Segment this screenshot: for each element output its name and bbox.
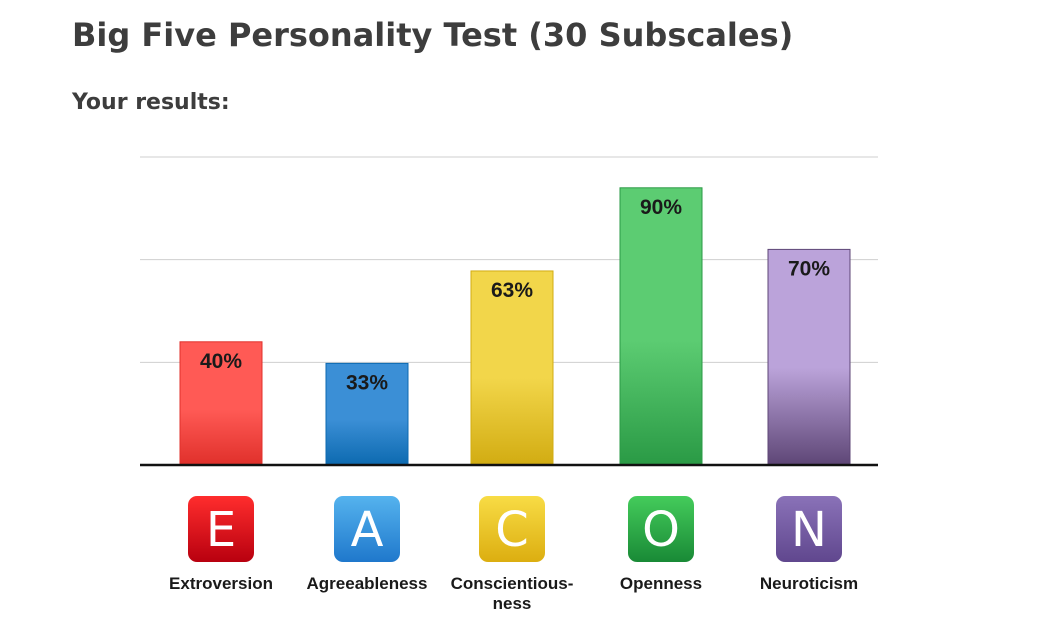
trait-c-icon: C <box>479 496 545 562</box>
value-label: 40% <box>200 350 242 373</box>
trait-letter: O <box>642 502 680 558</box>
category-label: Agreeableness <box>307 574 428 593</box>
trait-o-icon: O <box>628 496 694 562</box>
value-label: 33% <box>346 371 388 394</box>
trait-n-icon: N <box>776 496 842 562</box>
trait-letter: N <box>791 502 827 558</box>
category-label: Conscientious- <box>451 574 574 593</box>
category-label: ness <box>493 594 532 613</box>
bar-o <box>619 187 703 466</box>
page-title: Big Five Personality Test (30 Subscales) <box>72 16 794 54</box>
category-label: Extroversion <box>169 574 273 593</box>
category-label: Openness <box>620 574 702 593</box>
results-heading: Your results: <box>72 90 230 115</box>
bar-n <box>767 248 851 466</box>
bar-e <box>179 341 263 466</box>
value-label: 90% <box>640 196 682 219</box>
category-label: Neuroticism <box>760 574 858 593</box>
value-label: 70% <box>788 257 830 280</box>
trait-letter: C <box>495 502 529 558</box>
trait-letter: E <box>206 502 236 558</box>
trait-e-icon: E <box>188 496 254 562</box>
value-label: 63% <box>491 279 533 302</box>
trait-a-icon: A <box>334 496 400 562</box>
trait-letter: A <box>351 502 384 558</box>
